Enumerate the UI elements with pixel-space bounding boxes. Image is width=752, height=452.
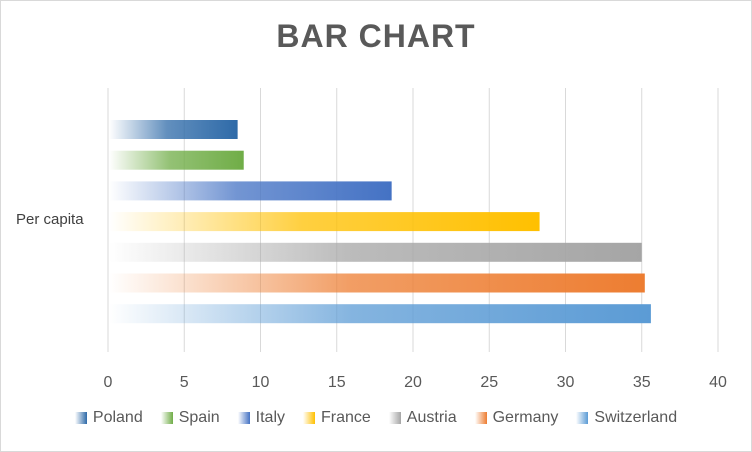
legend-swatch xyxy=(576,412,589,424)
legend-swatch xyxy=(160,412,173,424)
legend-swatch xyxy=(474,412,487,424)
legend-swatch xyxy=(388,412,401,424)
legend-label: France xyxy=(321,409,371,426)
x-tick-label: 20 xyxy=(404,374,422,391)
x-tick-label: 0 xyxy=(104,374,113,391)
legend-swatch xyxy=(74,412,87,424)
legend-item-poland: Poland xyxy=(74,409,143,427)
x-tick-label: 5 xyxy=(180,374,189,391)
bar-poland xyxy=(109,120,238,139)
chart-legend: Poland Spain Italy France Austria Germany Swit… xyxy=(0,409,752,427)
x-tick-label: 30 xyxy=(557,374,575,391)
category-label: Per capita xyxy=(16,211,84,228)
legend-label: Italy xyxy=(255,409,285,426)
legend-item-france: France xyxy=(303,409,371,427)
legend-item-spain: Spain xyxy=(160,409,220,427)
x-tick-label: 40 xyxy=(709,374,727,391)
legend-label: Austria xyxy=(406,409,457,426)
bar-italy xyxy=(109,181,392,201)
x-tick-label: 35 xyxy=(633,374,651,391)
legend-label: Spain xyxy=(178,409,220,426)
legend-label: Germany xyxy=(492,409,559,426)
bar-austria xyxy=(109,242,642,262)
legend-label: Switzerland xyxy=(594,409,678,426)
legend-item-switzerland: Switzerland xyxy=(576,409,677,427)
legend-item-italy: Italy xyxy=(237,409,285,427)
legend-item-austria: Austria xyxy=(388,409,457,427)
x-tick-label: 15 xyxy=(328,374,346,391)
chart-title: BAR CHART xyxy=(276,18,476,54)
legend-item-germany: Germany xyxy=(474,409,559,427)
x-tick-label: 10 xyxy=(252,374,270,391)
x-tick-label: 25 xyxy=(480,374,498,391)
bar-france xyxy=(109,212,540,232)
bar-switzerland xyxy=(109,304,651,324)
legend-swatch xyxy=(303,412,315,424)
legend-label: Poland xyxy=(92,409,143,426)
bar-spain xyxy=(109,150,244,170)
legend-swatch xyxy=(237,412,250,424)
bar-germany xyxy=(109,273,645,293)
